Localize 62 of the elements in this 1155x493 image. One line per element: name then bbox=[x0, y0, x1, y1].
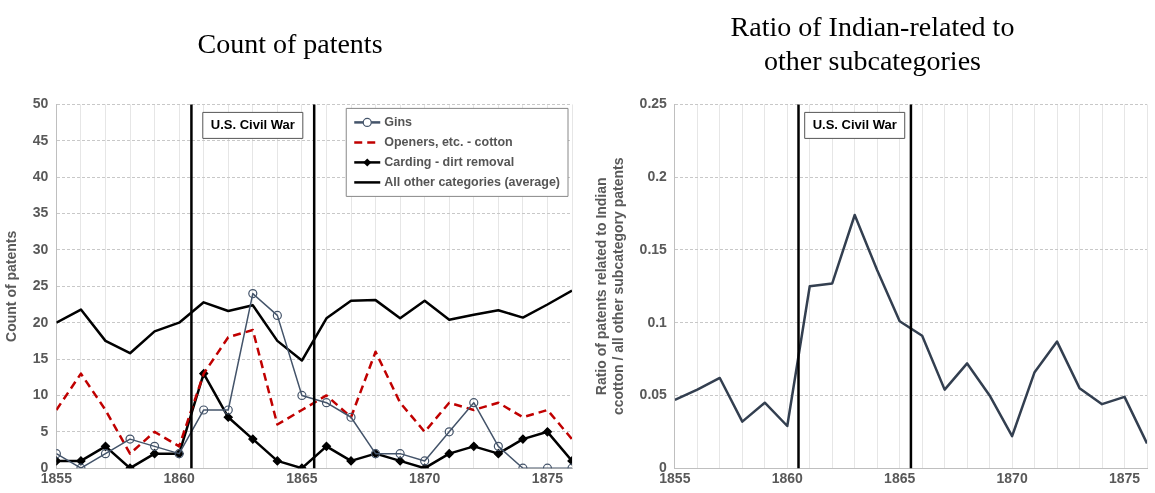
point bbox=[542, 427, 553, 437]
point bbox=[149, 449, 160, 459]
annotation: U.S. Civil War bbox=[210, 116, 295, 132]
point bbox=[149, 441, 160, 451]
y-tick-label: 25 bbox=[32, 277, 49, 294]
x-tick-label: 1870 bbox=[409, 470, 441, 487]
x-tick-label: 1875 bbox=[1108, 470, 1141, 487]
x-tick-label: 1865 bbox=[286, 470, 318, 487]
point bbox=[395, 456, 405, 466]
chart-title: Ratio of Indian-related to other subcategories bbox=[729, 10, 1016, 78]
chart-title: Count of patents bbox=[197, 27, 383, 61]
point bbox=[100, 449, 111, 459]
y-tick-label: 20 bbox=[32, 313, 49, 330]
point bbox=[297, 390, 307, 401]
legend-label: All other categories (average) bbox=[384, 174, 561, 189]
y-tick-label: 0.2 bbox=[647, 168, 668, 185]
y-tick-label: 15 bbox=[32, 349, 49, 366]
point bbox=[444, 449, 454, 459]
point bbox=[444, 427, 454, 437]
point bbox=[248, 288, 258, 299]
annotation: U.S. Civil War bbox=[812, 116, 897, 132]
point bbox=[420, 456, 430, 466]
y-tick-label: 5 bbox=[40, 422, 49, 439]
point bbox=[272, 310, 282, 320]
point bbox=[223, 412, 233, 422]
point bbox=[248, 434, 258, 444]
point bbox=[469, 398, 479, 408]
point bbox=[321, 441, 332, 451]
y-axis-title: Ratio of patents related to Indian ccotton / all other subcategory patents bbox=[593, 157, 627, 416]
point bbox=[321, 398, 332, 408]
y-tick-label: 50 bbox=[32, 95, 49, 112]
legend-label: Gins bbox=[384, 114, 413, 129]
x-tick-label: 1870 bbox=[996, 470, 1028, 487]
y-tick-label: 0.15 bbox=[639, 240, 668, 257]
point bbox=[493, 441, 503, 451]
point bbox=[469, 441, 479, 451]
point bbox=[493, 449, 503, 459]
x-tick-label: 1860 bbox=[771, 470, 804, 487]
y-tick-label: 0.25 bbox=[639, 95, 668, 112]
point bbox=[395, 449, 405, 459]
y-tick-label: 0.1 bbox=[647, 313, 668, 330]
legend-label: Carding - dirt removal bbox=[384, 154, 515, 169]
x-tick-label: 1865 bbox=[884, 470, 916, 487]
x-tick-label: 1860 bbox=[163, 470, 195, 487]
point bbox=[125, 434, 135, 444]
y-tick-label: 35 bbox=[32, 204, 49, 221]
point bbox=[346, 456, 356, 466]
point bbox=[272, 456, 282, 466]
y-tick-label: 0.05 bbox=[639, 386, 668, 403]
point bbox=[199, 405, 209, 415]
y-tick-label: 30 bbox=[32, 240, 49, 257]
x-tick-label: 1875 bbox=[531, 470, 564, 487]
point bbox=[223, 405, 233, 415]
point bbox=[76, 456, 86, 466]
y-tick-label: 45 bbox=[32, 131, 49, 148]
legend-label: Openers, etc. - cotton bbox=[384, 134, 513, 149]
y-tick-label: 10 bbox=[32, 386, 49, 403]
point bbox=[518, 434, 528, 444]
point bbox=[100, 441, 111, 451]
y-tick-label: 40 bbox=[32, 168, 49, 185]
point bbox=[346, 412, 356, 422]
y-axis-title: Count of patents bbox=[3, 230, 20, 342]
